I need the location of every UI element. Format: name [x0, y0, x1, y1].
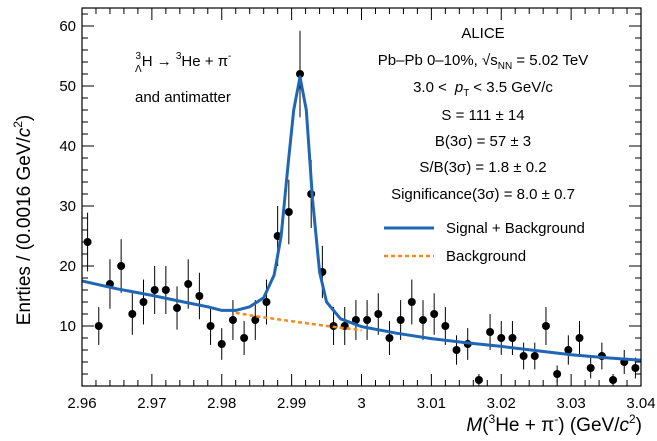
- experiment-label: ALICE: [461, 25, 504, 42]
- stat-background: B(3σ) = 57 ± 3: [435, 133, 531, 150]
- data-point: [351, 316, 360, 324]
- data-point: [541, 322, 550, 330]
- collision-label: Pb–Pb 0–10%, √sNN = 5.02 TeV: [378, 52, 588, 72]
- plot-frame: [81, 7, 642, 387]
- y-tick-label: 10: [59, 318, 76, 335]
- data-point: [441, 322, 450, 330]
- data-point: [284, 208, 293, 216]
- y-tick-label: 40: [59, 138, 76, 155]
- data-point: [240, 334, 249, 342]
- data-point: [407, 298, 416, 306]
- data-point: [564, 346, 573, 354]
- x-tick-label: 3.02: [487, 395, 516, 412]
- pt-range-label: 3.0 < pT < 3.5 GeV/c: [413, 79, 553, 99]
- x-tick-label: 2.96: [67, 395, 96, 412]
- x-tick-label: 3: [357, 395, 365, 412]
- legend: Signal + Background Background: [384, 220, 585, 265]
- data-point: [575, 334, 584, 342]
- background-fit-line: [235, 311, 362, 332]
- data-point: [553, 370, 562, 378]
- data-point: [150, 286, 159, 294]
- data-point: [128, 310, 137, 318]
- legend-label-background: Background: [446, 248, 526, 265]
- data-point: [474, 376, 483, 384]
- stat-s-over-b: S/B(3σ) = 1.8 ± 0.2: [419, 159, 546, 176]
- axis-ticks: 2.96 2.97 2.98 2.99 3 3.01 3.02 3.03 3.04 10 20 30 4…: [59, 8, 656, 412]
- legend-label-signal-background: Signal + Background: [446, 220, 585, 237]
- stat-signal: S = 111 ± 14: [441, 107, 524, 124]
- data-point: [508, 334, 517, 342]
- data-point: [262, 298, 271, 306]
- data-point: [374, 310, 383, 318]
- data-point: [195, 292, 204, 300]
- y-axis-title: Enrties / (0.0016 GeV/c2): [11, 115, 35, 326]
- data-point: [217, 340, 226, 348]
- data-point: [251, 316, 260, 324]
- data-point: [452, 346, 461, 354]
- y-tick-label: 60: [59, 18, 76, 35]
- data-point: [184, 280, 193, 288]
- data-point: [519, 352, 528, 360]
- data-point: [486, 328, 495, 336]
- data-point: [631, 364, 640, 372]
- stat-significance: Significance(3σ) = 8.0 ± 0.7: [391, 186, 575, 203]
- x-tick-label: 2.98: [207, 395, 236, 412]
- data-point: [385, 334, 394, 342]
- data-point: [206, 322, 215, 330]
- data-point: [296, 70, 305, 78]
- data-point: [586, 364, 595, 372]
- decay-label: 3 ΛH → 3He + π-: [135, 51, 231, 75]
- y-tick-label: 30: [59, 198, 76, 215]
- data-point: [363, 316, 372, 324]
- data-point: [139, 298, 148, 306]
- data-point: [94, 322, 103, 330]
- data-point: [418, 316, 427, 324]
- data-point: [497, 334, 506, 342]
- x-tick-label: 2.97: [137, 395, 166, 412]
- data-point: [161, 286, 170, 294]
- antimatter-label: and antimatter: [135, 89, 231, 106]
- plot-content: [82, 30, 641, 386]
- data-point: [228, 316, 237, 324]
- x-tick-label: 3.03: [557, 395, 586, 412]
- data-point: [117, 262, 126, 270]
- y-tick-label: 20: [59, 258, 76, 275]
- x-tick-label: 2.99: [277, 395, 306, 412]
- x-tick-label: 3.04: [626, 395, 655, 412]
- data-point: [430, 310, 439, 318]
- signal-background-fit-line: [82, 75, 641, 362]
- data-point: [396, 316, 405, 324]
- x-tick-label: 3.01: [417, 395, 446, 412]
- data-point: [173, 304, 182, 312]
- data-point: [530, 352, 539, 360]
- y-tick-label: 50: [59, 78, 76, 95]
- x-axis-title: M(3He + π-) (GeV/c2): [466, 412, 642, 436]
